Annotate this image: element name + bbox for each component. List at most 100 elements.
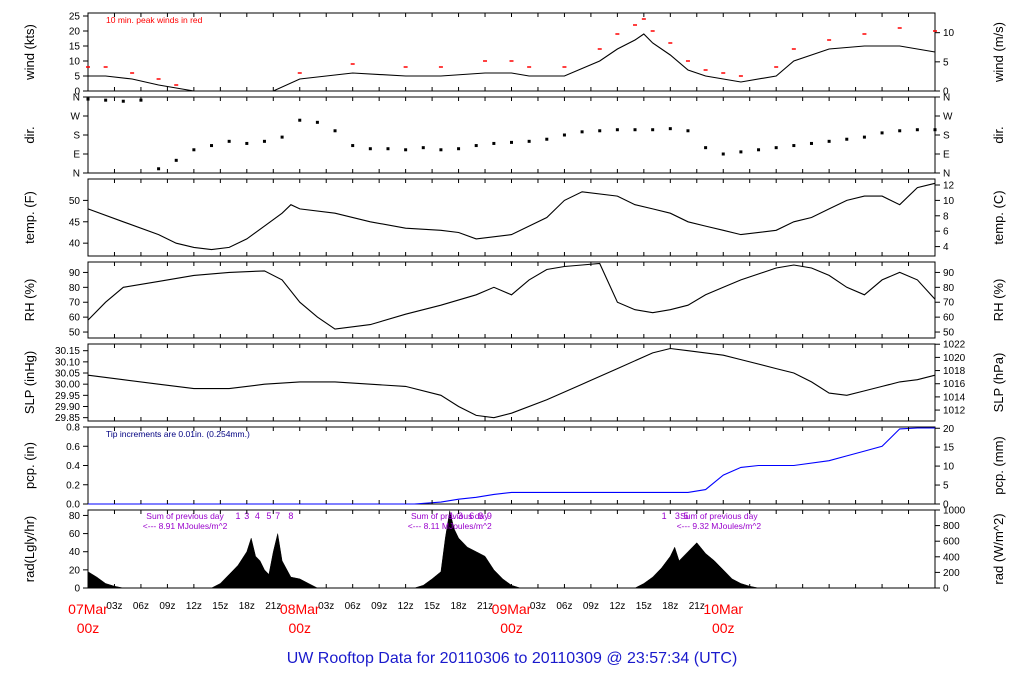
dir-point <box>280 135 284 139</box>
slp-right-tick-label: 1020 <box>943 353 966 364</box>
wind-right-tick-label: 10 <box>943 28 955 39</box>
rad-ytick-label: 20 <box>69 565 81 576</box>
rh-ytick-label: 60 <box>69 313 81 324</box>
wind-right-tick-label: 0 <box>943 87 949 98</box>
dir-point <box>439 148 443 152</box>
dir-point <box>827 139 831 143</box>
dir-point <box>739 150 743 154</box>
dir-point <box>262 139 266 143</box>
temp-line <box>87 182 936 251</box>
wind-annotation: 10 min. peak winds in red <box>106 15 203 25</box>
slp-right-tick-label: 1014 <box>943 392 966 403</box>
hour-tick-label: 12z <box>186 601 202 612</box>
temp-ytick-label: 50 <box>69 196 81 207</box>
dir-point <box>510 140 513 144</box>
dir-right-tick-label: N <box>943 169 950 180</box>
hour-tick-label: 15z <box>636 601 652 612</box>
dir-point <box>421 146 425 150</box>
pcp-ylabel-right: pcp. (mm) <box>991 436 1006 495</box>
rh-right-tick-label: 80 <box>943 283 955 294</box>
pcp-right-tick-label: 15 <box>943 443 955 454</box>
rh-line <box>87 262 936 330</box>
temp-ytick-label: 40 <box>69 239 81 250</box>
rad-sum-label: Sum of previous day <box>411 511 489 521</box>
pcp-ytick-label: 0.4 <box>66 461 80 472</box>
dir-ylabel: dir. <box>22 126 37 143</box>
rad-hour-mark: 5 <box>684 511 689 521</box>
dir-point <box>686 129 690 133</box>
dir-point <box>721 152 725 156</box>
rh-ylabel: RH (%) <box>22 279 37 322</box>
dir-frame <box>87 96 936 174</box>
dir-point <box>104 98 108 102</box>
temp-ytick-label: 45 <box>69 217 81 228</box>
temp-right-tick-label: 10 <box>943 196 955 207</box>
dir-point <box>545 137 549 141</box>
rad-ytick-label: 80 <box>69 511 81 522</box>
hour-tick-label: 03z <box>318 601 334 612</box>
pcp-line <box>88 427 935 505</box>
dir-point <box>157 167 161 171</box>
rh-right-tick-label: 70 <box>943 298 955 309</box>
wind-ytick-label: 20 <box>69 27 81 38</box>
rad-right-tick-label: 400 <box>943 552 960 563</box>
hour-tick-label: 06z <box>133 601 149 612</box>
rh-panel: 50 60 70 80 90 50 60 70 80 90 RH (%) RH (%) <box>22 261 1006 339</box>
pcp-ytick-label: 0.8 <box>66 423 80 434</box>
temp-right-tick-label: 8 <box>943 211 949 222</box>
hour-tick-label: 09z <box>583 601 599 612</box>
temp-right-tick-label: 6 <box>943 227 949 238</box>
temp-right-tick-label: 12 <box>943 180 955 191</box>
rad-hour-mark: 8 <box>288 511 293 521</box>
rad-hour-mark: 6 <box>469 511 474 521</box>
slp-right-tick-label: 1022 <box>943 340 966 351</box>
pcp-right-tick-label: 10 <box>943 462 955 473</box>
rh-ytick-label: 80 <box>69 283 81 294</box>
dir-point <box>598 129 602 133</box>
dir-point <box>333 129 337 133</box>
dir-point <box>792 144 796 148</box>
rad-ytick-label: 60 <box>69 529 81 540</box>
rad-hour-mark: 9 <box>487 511 492 521</box>
hour-tick-label: 18z <box>239 601 255 612</box>
dir-right-tick-label: N <box>943 93 950 104</box>
wind-right-tick-label: 5 <box>943 57 949 68</box>
pcp-ytick-label: 0.6 <box>66 442 80 453</box>
dir-ytick-label: S <box>73 131 80 142</box>
dir-point <box>368 147 372 151</box>
dir-point <box>615 128 619 132</box>
pcp-ytick-label: 0.0 <box>66 500 80 511</box>
hour-tick-label: 03z <box>106 601 122 612</box>
slp-ylabel-right: SLP (hPa) <box>991 353 1006 413</box>
dir-point <box>774 146 778 150</box>
dir-point <box>121 99 125 103</box>
temp-ylabel-right: temp. (C) <box>991 190 1006 244</box>
rad-ylabel-right: rad (W/m^2) <box>991 513 1006 584</box>
dir-point <box>527 139 531 143</box>
slp-right-tick-label: 1018 <box>943 366 966 377</box>
wind-ytick-label: 25 <box>69 12 81 23</box>
slp-line <box>87 347 936 419</box>
day-label-hour: 00z <box>712 620 735 636</box>
dir-point <box>474 144 478 148</box>
rad-hour-mark: 1 <box>235 511 240 521</box>
temp-right-tick-label: 4 <box>943 242 949 253</box>
rh-ytick-label: 50 <box>69 328 81 339</box>
rad-ytick-label: 0 <box>74 584 80 595</box>
dir-point <box>298 118 302 122</box>
dir-point <box>651 128 655 132</box>
rh-right-tick-label: 50 <box>943 328 955 339</box>
rad-area <box>87 510 935 589</box>
rad-hour-mark: 3 <box>458 511 463 521</box>
pcp-right-tick-label: 0 <box>943 500 949 511</box>
pcp-annotation: Tip increments are 0.01in. (0.254mm.) <box>106 429 250 439</box>
dir-point <box>351 144 355 148</box>
day-label-date: 08Mar <box>280 601 320 617</box>
hour-tick-label: 15z <box>212 601 228 612</box>
dir-point <box>227 139 231 143</box>
pcp-right-tick-label: 20 <box>943 424 955 435</box>
day-label-date: 10Mar <box>703 601 743 617</box>
dir-point <box>880 131 884 135</box>
